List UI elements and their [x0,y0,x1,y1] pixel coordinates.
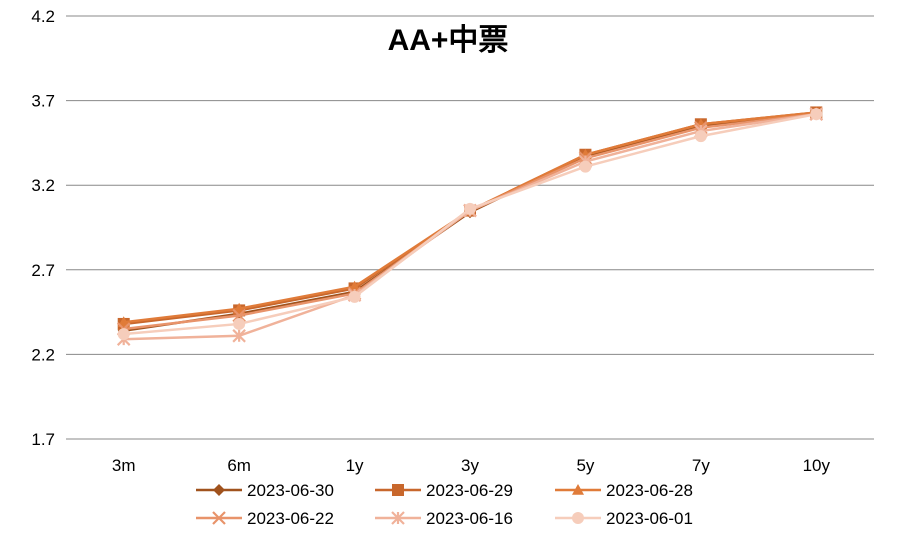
legend-label: 2023-06-29 [426,481,513,500]
x-tick-label: 3y [461,456,479,475]
series-2023-06-22 [116,107,824,336]
legend-marker [391,511,405,525]
y-tick-label: 3.7 [31,92,55,111]
legend-label: 2023-06-30 [247,481,334,500]
legend-marker [392,484,404,496]
data-point [233,302,246,314]
y-tick-label: 2.7 [31,261,55,280]
legend-item: 2023-06-28 [555,481,693,500]
legend-label: 2023-06-01 [606,509,693,528]
gridlines [66,15,874,440]
series-line [123,112,817,336]
legend-item: 2023-06-22 [196,509,334,528]
x-axis-tick-labels: 3m 6m 1y 3y 5y 7y 10y [112,456,831,475]
x-tick-label: 10y [803,456,831,475]
x-tick-label: 3m [112,456,136,475]
y-tick-label: 1.7 [31,430,55,449]
chart-title: AA+中票 [388,24,509,57]
x-tick-label: 1y [346,456,364,475]
legend-item: 2023-06-01 [555,509,693,528]
legend: 2023-06-30 2023-06-29 2023-06-28 2023-06-22… [196,481,693,528]
series-line [123,112,817,341]
series-line [123,112,817,331]
legend-item: 2023-06-16 [375,509,513,528]
legend-marker [572,512,584,524]
y-tick-label: 2.2 [31,345,55,364]
y-tick-label: 4.2 [31,7,55,26]
data-point [810,108,823,121]
data-point [579,160,592,173]
series-lines [116,106,824,346]
data-point [117,316,130,328]
legend-item: 2023-06-29 [375,481,513,500]
x-tick-label: 6m [227,456,251,475]
legend-marker [572,484,584,495]
data-point [348,280,361,292]
legend-marker [213,484,225,496]
series-2023-06-30 [117,108,823,337]
legend-label: 2023-06-16 [426,509,513,528]
data-point [233,317,246,330]
y-axis-tick-labels: 1.7 2.2 2.7 3.2 3.7 4.2 [31,7,55,449]
legend-item: 2023-06-30 [196,481,334,500]
legend-marker [212,511,226,525]
series-2023-06-01 [117,108,823,341]
data-point [117,328,130,341]
data-point [694,130,707,143]
legend-label: 2023-06-28 [606,481,693,500]
y-tick-label: 3.2 [31,176,55,195]
legend-label: 2023-06-22 [247,509,334,528]
data-point [348,290,361,303]
x-tick-label: 5y [576,456,594,475]
data-point [232,329,246,343]
series-line [123,112,817,332]
data-point [464,202,476,215]
x-tick-label: 7y [692,456,710,475]
